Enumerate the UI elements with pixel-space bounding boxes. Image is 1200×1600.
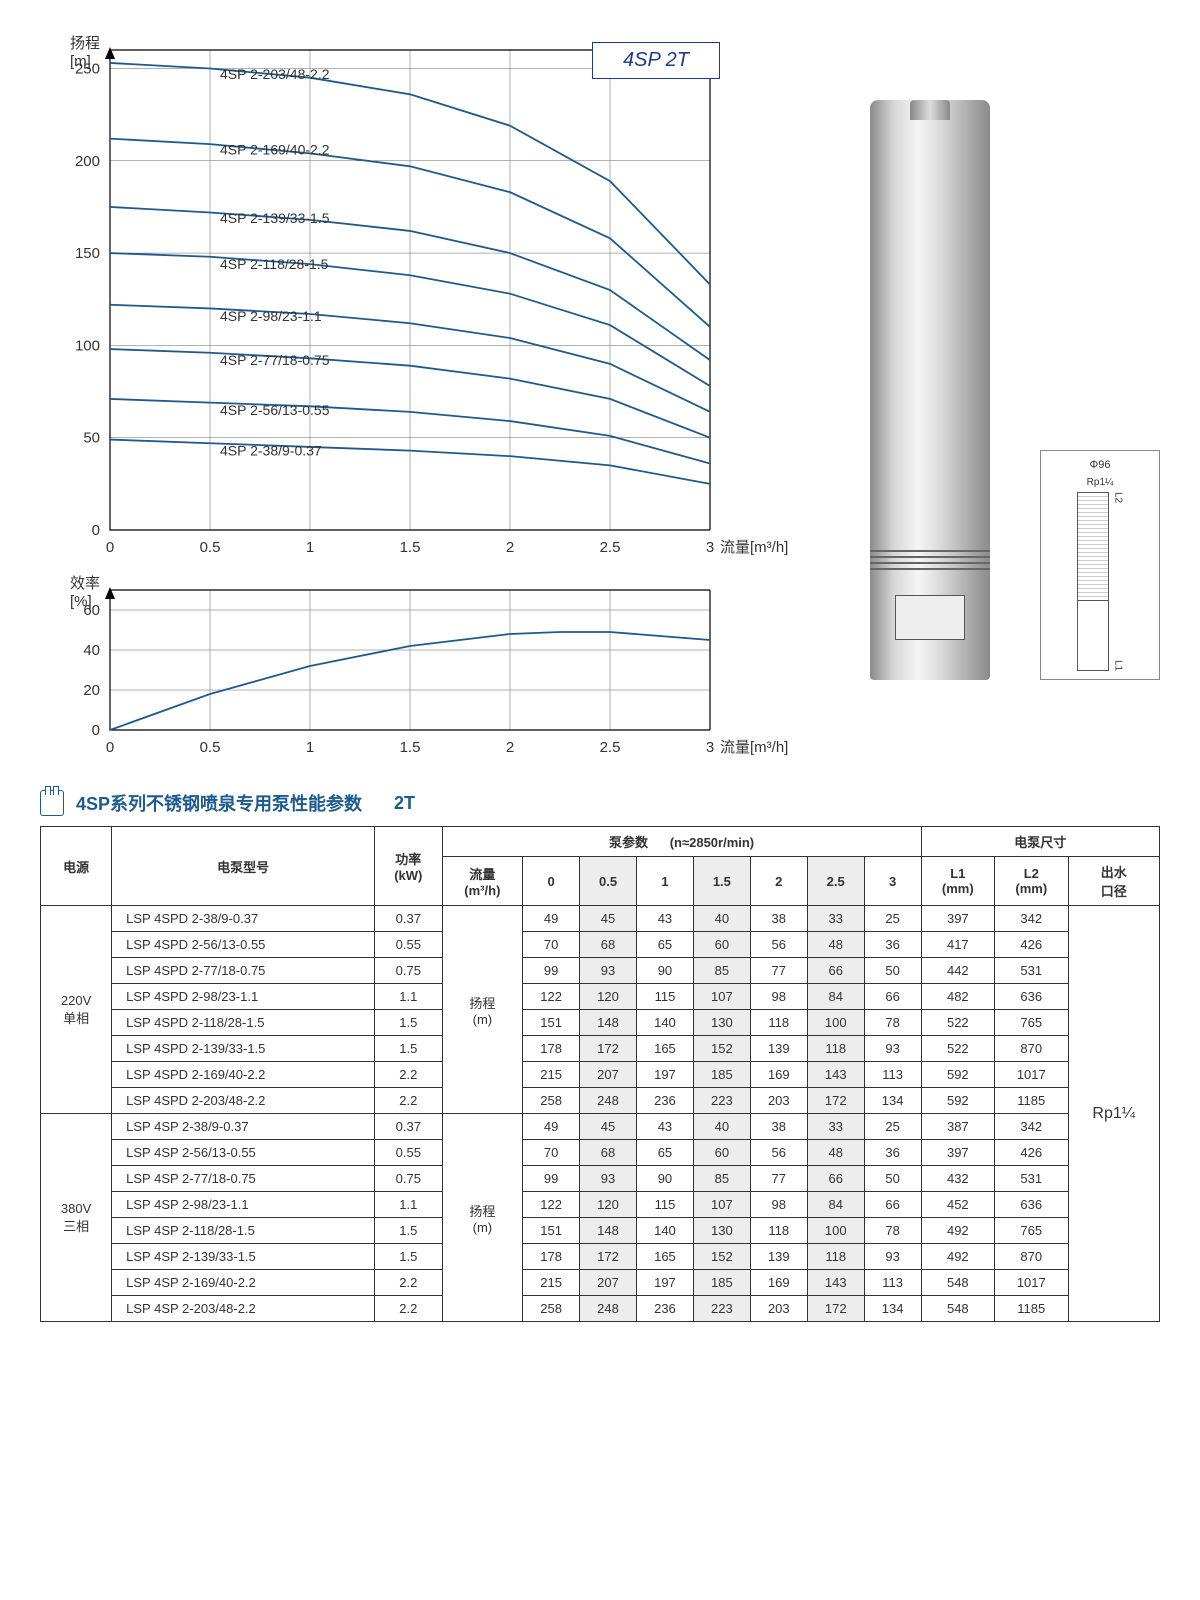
svg-text:3: 3 bbox=[706, 539, 714, 556]
table-row: LSP 4SP 2-98/23-1.11.1122120115107988466… bbox=[41, 1192, 1160, 1218]
svg-text:效率: 效率 bbox=[70, 575, 100, 592]
top-section: 4SP 2T 00.511.522.530501001502002504SP 2… bbox=[40, 30, 1160, 770]
spec-table: 电源电泵型号功率(kW)泵参数 (n≈2850r/min)电泵尺寸流量(m³/h… bbox=[40, 826, 1160, 1322]
svg-text:4SP 2-203/48-2.2: 4SP 2-203/48-2.2 bbox=[220, 66, 330, 82]
svg-text:流量[m³/h]: 流量[m³/h] bbox=[720, 739, 788, 756]
svg-text:4SP 2-118/28-1.5: 4SP 2-118/28-1.5 bbox=[220, 256, 329, 272]
table-row: LSP 4SPD 2-203/48-2.22.22582482362232031… bbox=[41, 1088, 1160, 1114]
l2-mark: L2 bbox=[1113, 492, 1124, 503]
phi-label: Φ96 bbox=[1089, 459, 1110, 471]
table-row: LSP 4SPD 2-98/23-1.11.112212011510798846… bbox=[41, 984, 1160, 1010]
rp-label: Rp1¼ bbox=[1087, 477, 1114, 488]
svg-text:2.5: 2.5 bbox=[600, 739, 621, 756]
table-row: LSP 4SP 2-139/33-1.51.517817216515213911… bbox=[41, 1244, 1160, 1270]
svg-text:150: 150 bbox=[75, 245, 100, 262]
svg-text:50: 50 bbox=[83, 430, 100, 447]
svg-text:0: 0 bbox=[92, 522, 100, 539]
table-row: LSP 4SP 2-56/13-0.550.557068656056483639… bbox=[41, 1140, 1160, 1166]
table-row: LSP 4SPD 2-169/40-2.22.22152071971851691… bbox=[41, 1062, 1160, 1088]
svg-text:1.5: 1.5 bbox=[400, 539, 421, 556]
svg-text:4SP 2-169/40-2.2: 4SP 2-169/40-2.2 bbox=[220, 142, 330, 158]
svg-text:4SP 2-77/18-0.75: 4SP 2-77/18-0.75 bbox=[220, 352, 330, 368]
svg-text:4SP 2-98/23-1.1: 4SP 2-98/23-1.1 bbox=[220, 308, 322, 324]
svg-text:0.5: 0.5 bbox=[200, 539, 221, 556]
svg-text:4SP 2-139/33-1.5: 4SP 2-139/33-1.5 bbox=[220, 210, 330, 226]
table-row: 380V三相LSP 4SP 2-38/9-0.370.37扬程(m)494543… bbox=[41, 1114, 1160, 1140]
table-row: 220V单相LSP 4SPD 2-38/9-0.370.37扬程(m)49454… bbox=[41, 906, 1160, 932]
svg-text:扬程: 扬程 bbox=[70, 35, 100, 52]
svg-text:1: 1 bbox=[306, 739, 314, 756]
svg-text:100: 100 bbox=[75, 337, 100, 354]
table-row: LSP 4SPD 2-56/13-0.550.55706865605648364… bbox=[41, 932, 1160, 958]
svg-text:200: 200 bbox=[75, 153, 100, 170]
l1-mark: L1 bbox=[1113, 660, 1124, 671]
section-title: 4SP系列不锈钢喷泉专用泵性能参数 2T bbox=[40, 790, 1160, 816]
table-row: LSP 4SP 2-169/40-2.22.221520719718516914… bbox=[41, 1270, 1160, 1296]
dimension-diagram: Φ96 Rp1¼ L2 L1 bbox=[1040, 450, 1160, 680]
svg-text:[m]: [m] bbox=[70, 53, 91, 70]
head-chart: 00.511.522.530501001502002504SP 2-203/48… bbox=[40, 30, 800, 570]
svg-text:2: 2 bbox=[506, 739, 514, 756]
table-row: LSP 4SPD 2-77/18-0.750.75999390857766504… bbox=[41, 958, 1160, 984]
svg-text:2: 2 bbox=[506, 539, 514, 556]
svg-text:20: 20 bbox=[83, 682, 100, 699]
svg-text:3: 3 bbox=[706, 739, 714, 756]
svg-text:0: 0 bbox=[106, 739, 114, 756]
svg-text:40: 40 bbox=[83, 642, 100, 659]
product-illustration: Φ96 Rp1¼ L2 L1 bbox=[830, 30, 1160, 680]
svg-text:1.5: 1.5 bbox=[400, 739, 421, 756]
svg-text:1: 1 bbox=[306, 539, 314, 556]
svg-text:0: 0 bbox=[106, 539, 114, 556]
svg-text:0.5: 0.5 bbox=[200, 739, 221, 756]
svg-text:流量[m³/h]: 流量[m³/h] bbox=[720, 539, 788, 556]
svg-text:2.5: 2.5 bbox=[600, 539, 621, 556]
chart-title: 4SP 2T bbox=[592, 42, 720, 79]
clipboard-icon bbox=[40, 790, 64, 816]
table-row: LSP 4SPD 2-118/28-1.51.51511481401301181… bbox=[41, 1010, 1160, 1036]
table-row: LSP 4SP 2-77/18-0.750.759993908577665043… bbox=[41, 1166, 1160, 1192]
table-row: LSP 4SP 2-118/28-1.51.515114814013011810… bbox=[41, 1218, 1160, 1244]
table-row: LSP 4SP 2-203/48-2.22.225824823622320317… bbox=[41, 1296, 1160, 1322]
pump-photo bbox=[870, 100, 990, 680]
charts: 4SP 2T 00.511.522.530501001502002504SP 2… bbox=[40, 30, 800, 770]
svg-text:[%]: [%] bbox=[70, 593, 92, 610]
svg-text:4SP 2-38/9-0.37: 4SP 2-38/9-0.37 bbox=[220, 443, 322, 459]
efficiency-chart: 00.511.522.530204060效率[%]流量[m³/h] bbox=[40, 570, 800, 770]
svg-text:0: 0 bbox=[92, 722, 100, 739]
svg-text:4SP 2-56/13-0.55: 4SP 2-56/13-0.55 bbox=[220, 402, 330, 418]
table-row: LSP 4SPD 2-139/33-1.51.51781721651521391… bbox=[41, 1036, 1160, 1062]
